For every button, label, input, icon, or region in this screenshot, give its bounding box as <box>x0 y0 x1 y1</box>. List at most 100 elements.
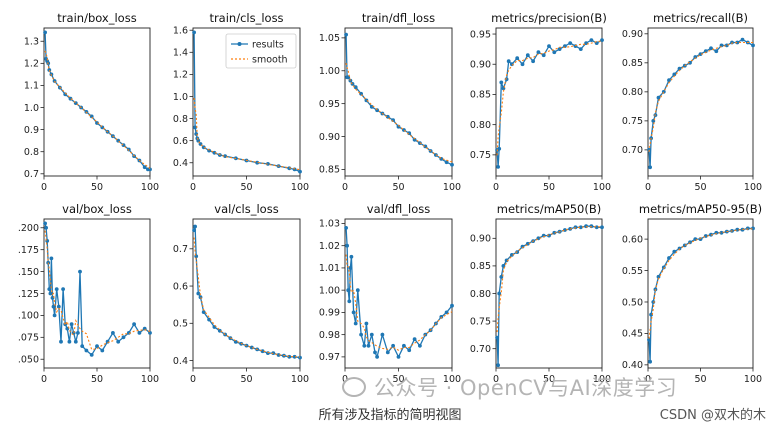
subplot-title: val/box_loss <box>62 202 132 216</box>
x-tick-label: 50 <box>543 374 555 385</box>
y-tick-label: 0.40 <box>622 360 643 371</box>
results-point <box>496 363 500 368</box>
watermark: 公众号 · OpenCV与AI深度学习 <box>342 372 677 402</box>
x-tick-label: 100 <box>593 374 611 385</box>
results-point <box>100 348 105 353</box>
results-point <box>233 340 238 344</box>
results-point <box>344 226 348 230</box>
results-line <box>648 38 754 168</box>
y-tick-label: .125 <box>18 289 39 300</box>
results-point <box>266 162 270 166</box>
plot-frame <box>647 218 754 369</box>
results-point <box>547 44 551 48</box>
results-point <box>373 350 377 355</box>
y-tick-label: 1.2 <box>173 70 188 81</box>
smooth-line <box>496 226 603 333</box>
y-tick-label: 0.55 <box>622 266 643 277</box>
results-point <box>212 150 217 155</box>
results-point <box>380 332 385 337</box>
y-tick-label: 0.70 <box>622 145 643 156</box>
results-point <box>714 49 719 54</box>
x-tick-label: 50 <box>240 182 252 193</box>
results-point <box>298 355 302 360</box>
results-point <box>396 355 401 359</box>
results-line <box>496 225 602 366</box>
results-point <box>600 225 604 230</box>
results-point <box>450 162 454 167</box>
results-point <box>600 38 604 42</box>
results-point <box>506 59 511 64</box>
x-tick-label: 50 <box>392 182 404 193</box>
subplot-title: metrics/recall(B) <box>653 11 748 25</box>
x-tick-label: 100 <box>291 374 309 385</box>
results-point <box>444 310 449 315</box>
y-tick-label: 0.90 <box>622 29 643 40</box>
results-line <box>345 34 453 166</box>
results-point <box>661 265 666 270</box>
results-point <box>541 53 546 58</box>
results-line <box>496 39 603 167</box>
y-tick-label: 0.7 <box>173 244 188 255</box>
y-tick-label: 0.9 <box>24 125 39 136</box>
subplot-title: metrics/precision(B) <box>491 11 607 25</box>
results-point <box>745 226 750 231</box>
results-point <box>520 62 525 67</box>
y-tick-label: 0.80 <box>622 87 643 98</box>
results-point <box>43 30 47 35</box>
results-point <box>709 46 713 51</box>
y-tick-label: 0.6 <box>173 281 188 292</box>
results-point <box>287 354 292 359</box>
results-point <box>667 78 671 83</box>
results-point <box>672 249 677 254</box>
smooth-line <box>193 97 301 171</box>
results-point <box>495 335 499 340</box>
results-line <box>345 227 453 359</box>
results-point <box>201 145 206 150</box>
x-tick-label: 100 <box>141 374 159 385</box>
x-tick-label: 50 <box>694 182 706 193</box>
x-tick-label: 0 <box>493 182 499 193</box>
results-point <box>223 154 228 159</box>
results-point <box>698 52 703 56</box>
smooth-line <box>648 41 753 152</box>
results-point <box>703 49 708 54</box>
results-point <box>351 310 356 315</box>
y-tick-label: 1.0 <box>173 92 188 103</box>
results-point <box>589 224 594 229</box>
results-point <box>730 40 734 45</box>
y-tick-label: 1.0 <box>24 103 39 114</box>
smooth-line <box>193 237 301 358</box>
results-point <box>364 321 369 326</box>
results-point <box>111 331 115 335</box>
results-point <box>51 304 56 309</box>
results-point <box>76 331 80 335</box>
results-line <box>648 227 753 362</box>
results-point <box>391 343 395 348</box>
y-tick-label: 1.01 <box>319 263 340 274</box>
x-tick-label: 0 <box>493 374 499 385</box>
results-point <box>49 256 54 261</box>
x-tick-label: 50 <box>91 182 103 193</box>
y-tick-label: 0.75 <box>470 150 491 161</box>
legend-label: smooth <box>252 55 288 66</box>
smooth-line <box>44 230 151 351</box>
y-tick-label: 0.95 <box>470 29 491 40</box>
x-tick-label: 100 <box>744 182 762 193</box>
y-tick-label: 1.2 <box>24 59 39 70</box>
y-tick-label: 1.4 <box>173 48 188 59</box>
results-point <box>43 221 47 226</box>
y-tick-label: 1.03 <box>319 219 340 230</box>
results-point <box>95 121 99 125</box>
y-tick-label: 0.75 <box>622 116 643 127</box>
results-point <box>84 348 89 353</box>
y-tick-label: 0.8 <box>173 114 188 125</box>
results-point <box>292 354 297 359</box>
y-tick-label: 0.85 <box>470 90 491 101</box>
results-point <box>735 40 740 45</box>
results-point <box>362 343 367 348</box>
results-point <box>52 313 57 318</box>
results-point <box>44 225 48 230</box>
results-point <box>80 344 85 348</box>
y-tick-label: 0.60 <box>622 234 643 245</box>
